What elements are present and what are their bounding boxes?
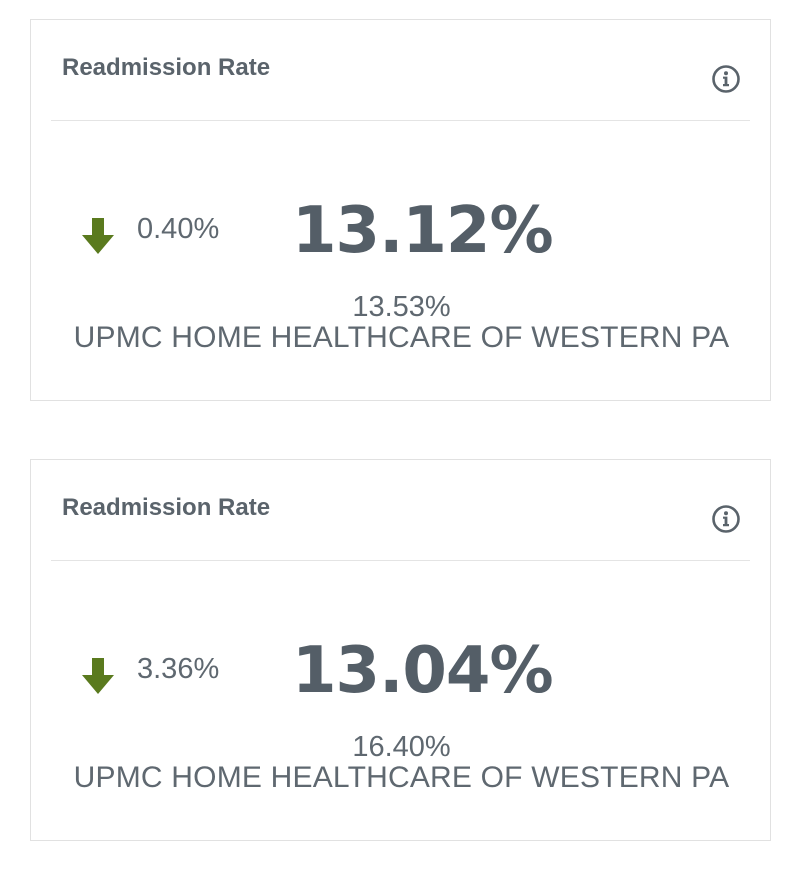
divider [51,120,750,121]
change-value: 0.40% [137,213,220,245]
comparison-value: 16.40% [352,731,451,763]
arrow-down-icon [82,218,114,254]
rate-value: 13.12% [292,194,554,268]
info-icon[interactable] [711,64,741,94]
divider [51,560,750,561]
readmission-rate-card: Readmission Rate 3.36% 13.04% 16.40% UPM… [30,459,771,841]
change-value: 3.36% [137,653,220,685]
rate-value: 13.04% [292,634,554,708]
comparison-value: 13.53% [352,291,451,323]
card-title: Readmission Rate [62,54,271,81]
card-title: Readmission Rate [62,494,271,521]
organization-name: UPMC HOME HEALTHCARE OF WESTERN PA [73,761,730,794]
arrow-down-icon [82,658,114,694]
readmission-rate-card: Readmission Rate 0.40% 13.12% 13.53% UPM… [30,19,771,401]
info-icon[interactable] [711,504,741,534]
organization-name: UPMC HOME HEALTHCARE OF WESTERN PA [73,321,730,354]
